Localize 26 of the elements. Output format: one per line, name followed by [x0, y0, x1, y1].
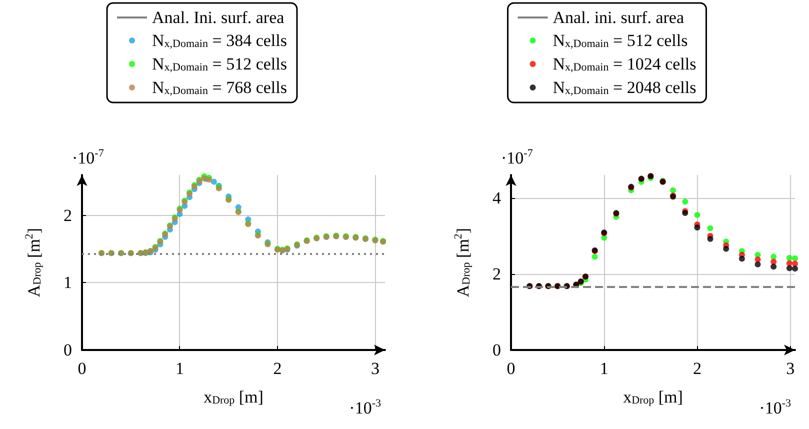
x-tick-label: 1 [175, 359, 184, 378]
y-tick-label: 0 [492, 340, 501, 360]
legend-label: Nx,Domain = 768 cells [152, 78, 287, 97]
y-tick-label: 0 [64, 340, 72, 360]
y-tick-label: 1 [64, 273, 72, 292]
legend-label: Nx,Domain = 1024 cells [552, 54, 696, 74]
x-tick-label: 3 [370, 359, 380, 378]
x-tick-label: 2 [273, 359, 282, 378]
legend-label: Anal. Ini. surf. area [152, 8, 285, 27]
y-axis-title: ADrop [m2] [24, 228, 44, 298]
x-tick-label: 2 [692, 359, 702, 378]
x-tick-label: 0 [506, 359, 516, 378]
legend-label: Nx,Domain = 512 cells [152, 54, 287, 74]
y-tick-label: 2 [64, 206, 72, 225]
x-axis-title: xDrop [m] [623, 388, 683, 406]
x-axis-title: xDrop [m] [204, 388, 264, 406]
x-tick-label: 3 [786, 359, 795, 378]
legend-label: Nx,Domain = 512 cells [552, 31, 688, 50]
x-tick-label: 0 [78, 359, 86, 378]
legend-label: Nx,Domain = 384 cells [152, 31, 287, 50]
legend-label: Anal. ini. surf. area [552, 8, 684, 27]
y-tick-label: 4 [492, 188, 502, 208]
x-tick-label: 1 [600, 359, 608, 378]
y-axis-title: ADrop [m2] [452, 228, 472, 298]
y-tick-label: 2 [492, 264, 501, 284]
legend-label: Nx,Domain = 2048 cells [552, 78, 696, 97]
